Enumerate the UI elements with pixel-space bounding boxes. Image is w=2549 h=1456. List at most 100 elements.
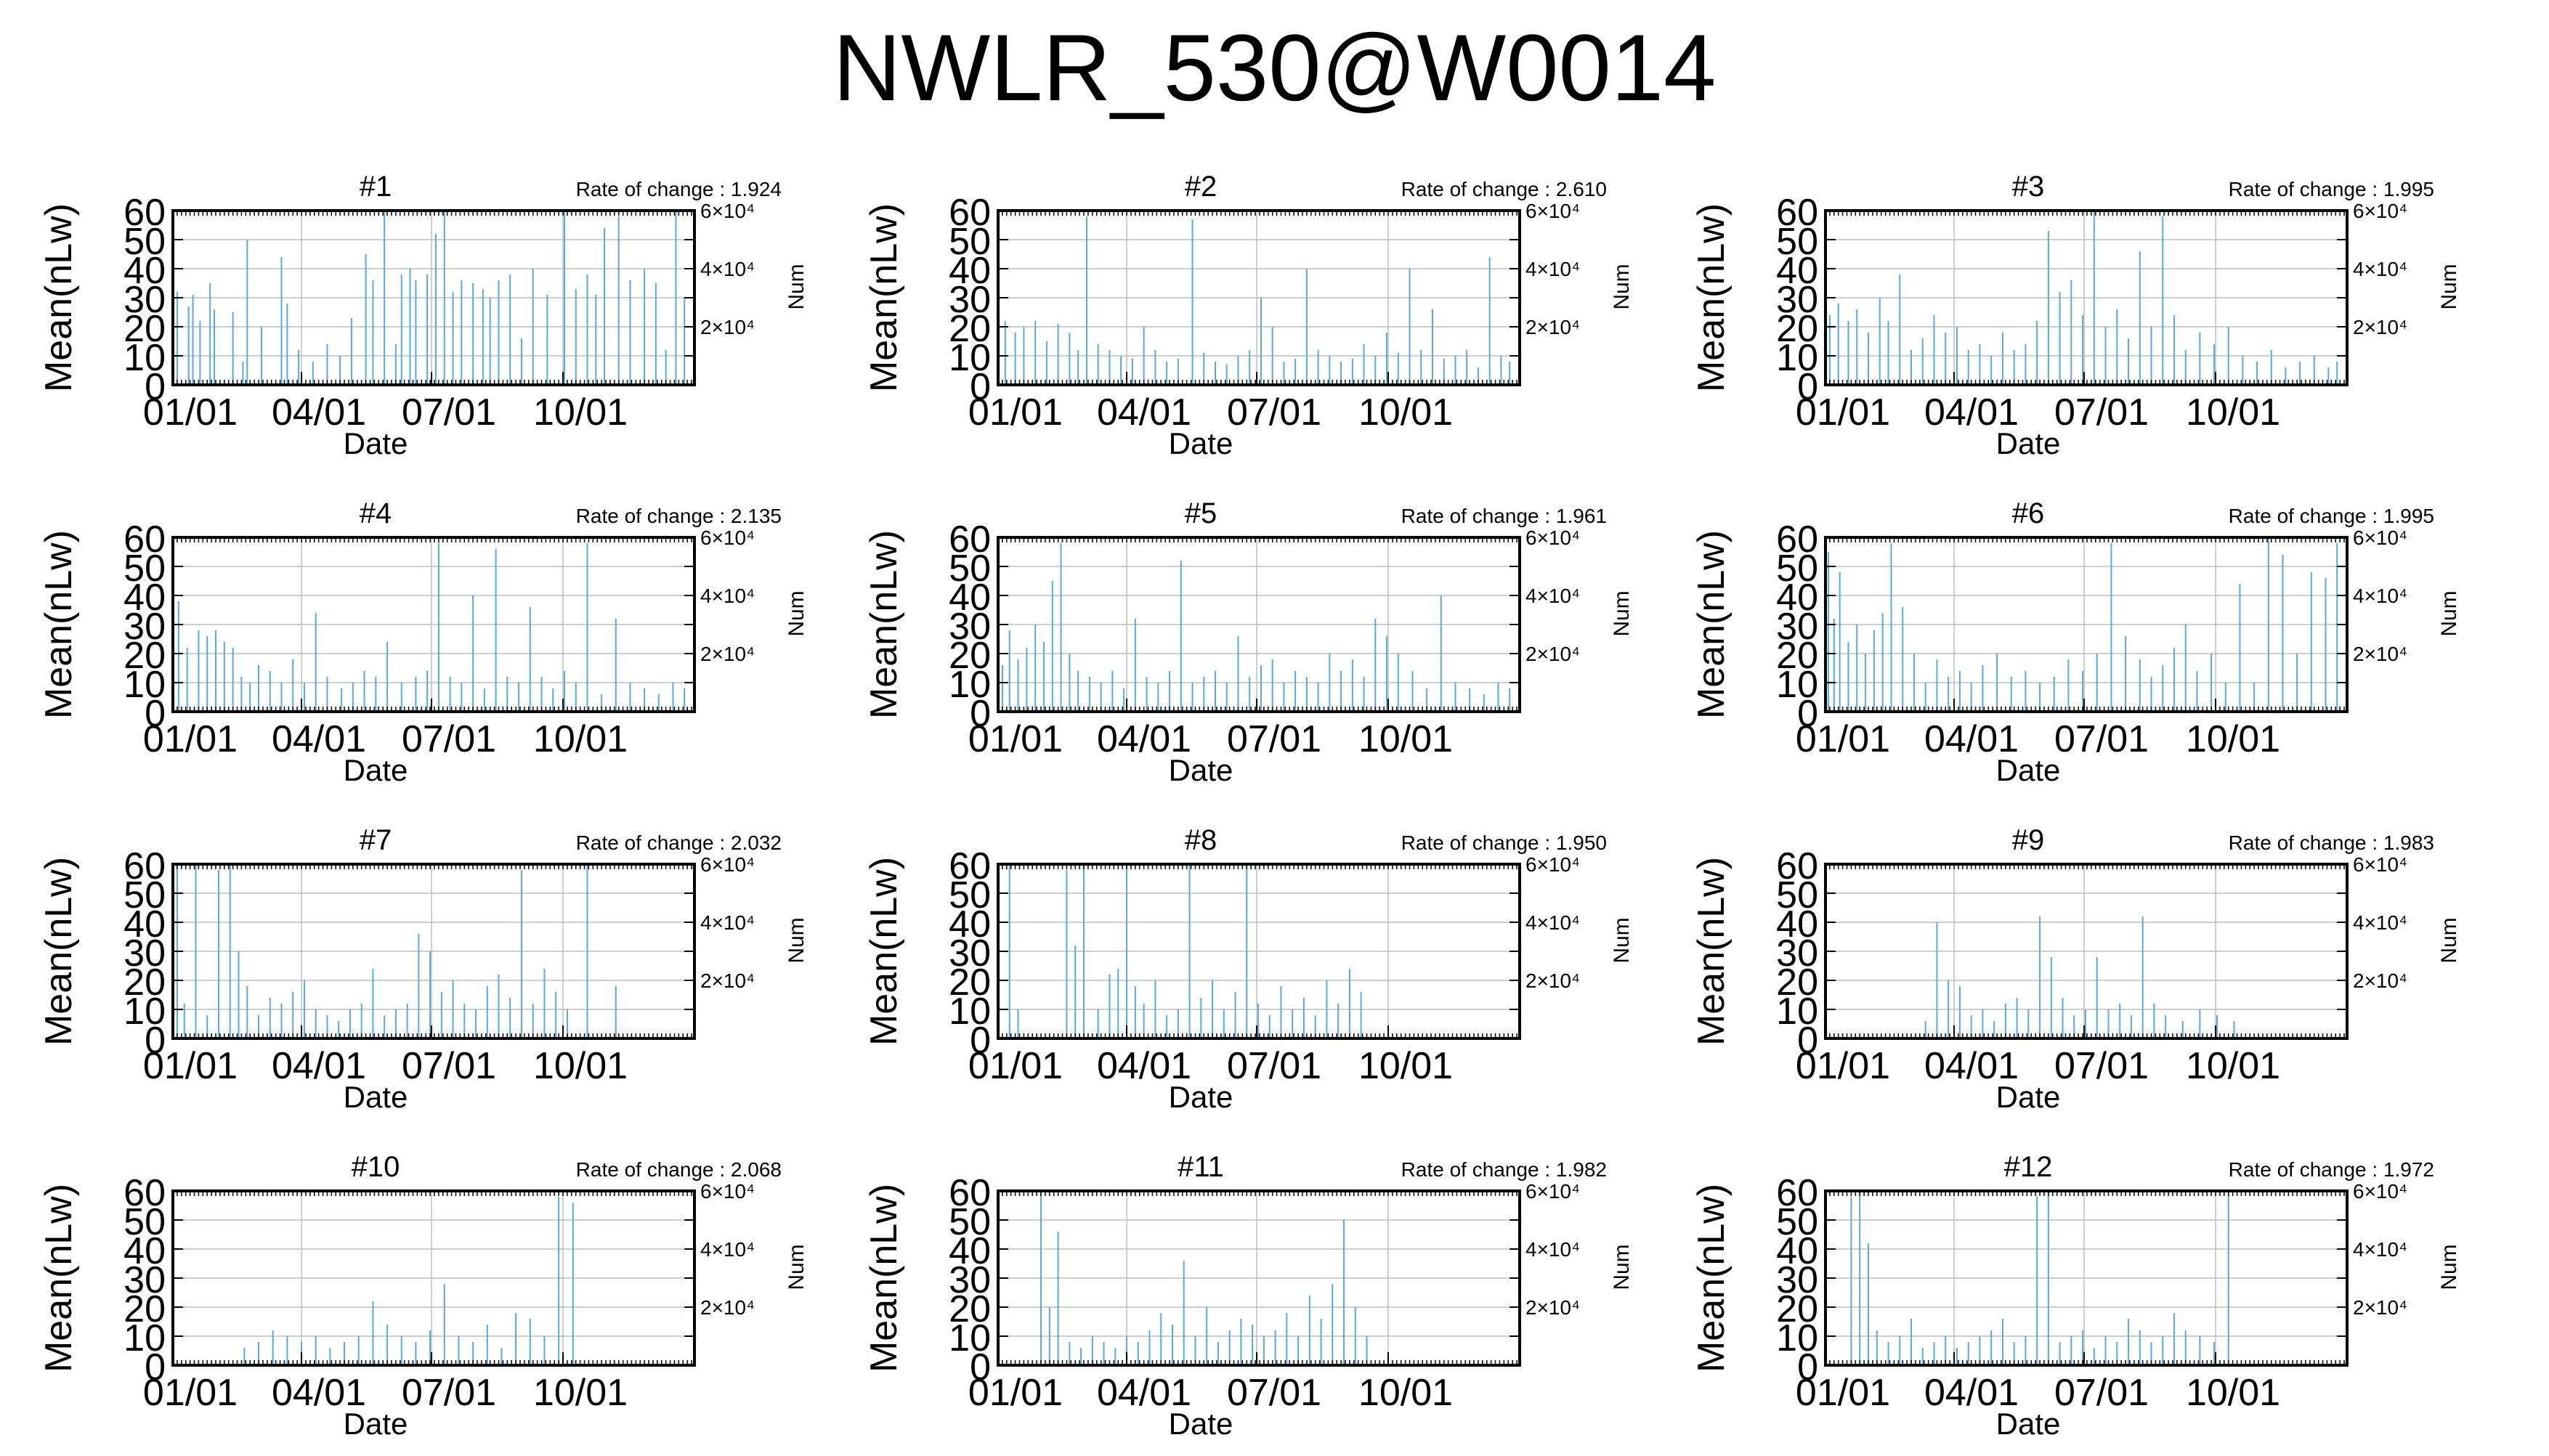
y2-axis-label: Num: [785, 917, 809, 963]
x-tick-label: 04/01: [1097, 391, 1191, 434]
y-tick-label: 10: [949, 1317, 991, 1359]
y-tick-label: 20: [949, 1288, 991, 1330]
y2-tick-label: 6×10⁴: [2353, 200, 2407, 222]
y-tick-label: 40: [123, 250, 166, 292]
panel-title: #2: [1185, 171, 1217, 203]
rate-of-change-label: Rate of change : 1.982: [1401, 1158, 1607, 1181]
x-tick-label: 04/01: [272, 1045, 366, 1087]
y-tick-label: 60: [949, 1172, 991, 1214]
y2-tick-label: 2×10⁴: [700, 643, 755, 665]
x-tick-label: 07/01: [2054, 391, 2149, 434]
y2-tick-label: 4×10⁴: [2353, 1238, 2407, 1261]
y-tick-label: 50: [123, 874, 166, 916]
y-tick-label: 40: [949, 1230, 991, 1272]
y-tick-label: 10: [949, 664, 991, 706]
y2-tick-label: 4×10⁴: [700, 1238, 755, 1261]
y-tick-label: 40: [949, 903, 991, 945]
y-tick-label: 30: [1776, 1259, 1818, 1301]
x-axis-label: Date: [1996, 426, 2061, 460]
x-tick-label: 07/01: [2054, 718, 2149, 760]
y-axis-label: Mean(nLw): [863, 1184, 905, 1372]
panel-title: #10: [352, 1151, 400, 1183]
y-tick-label: 50: [1776, 874, 1818, 916]
x-tick-label: 07/01: [402, 1045, 496, 1087]
rate-of-change-label: Rate of change : 1.995: [2229, 505, 2434, 527]
y-tick-label: 60: [1776, 845, 1818, 887]
x-tick-label: 04/01: [272, 718, 366, 760]
y2-tick-label: 4×10⁴: [700, 911, 755, 934]
x-axis-label: Date: [1169, 1407, 1233, 1441]
rate-of-change-label: Rate of change : 1.924: [576, 178, 782, 200]
y2-tick-label: 2×10⁴: [700, 1296, 755, 1319]
y-tick-label: 50: [949, 1201, 991, 1243]
y2-axis-label: Num: [2437, 590, 2461, 636]
panel-title: #5: [1185, 497, 1217, 529]
y-tick-label: 0: [1797, 1346, 1818, 1388]
y2-tick-label: 2×10⁴: [1525, 316, 1580, 338]
y-tick-label: 0: [145, 1346, 166, 1388]
y-tick-label: 10: [1776, 991, 1818, 1033]
y-axis-label: Mean(nLw): [863, 857, 905, 1046]
y-tick-label: 30: [1776, 932, 1818, 975]
y-tick-label: 30: [1776, 606, 1818, 648]
x-tick-label: 04/01: [1924, 1372, 2019, 1414]
x-axis-label: Date: [1996, 753, 2061, 787]
y-tick-label: 20: [1776, 961, 1818, 1004]
x-tick-label: 10/01: [1358, 718, 1453, 760]
x-tick-label: 04/01: [1924, 391, 2019, 434]
x-tick-label: 10/01: [2186, 1045, 2280, 1087]
y-tick-label: 50: [1776, 221, 1818, 263]
y-tick-label: 0: [145, 693, 166, 735]
panel-title: #4: [360, 497, 392, 529]
y-tick-label: 60: [1776, 518, 1818, 561]
x-tick-label: 04/01: [1097, 1045, 1191, 1087]
y-tick-label: 0: [1797, 693, 1818, 735]
y-axis-label: Mean(nLw): [863, 530, 905, 719]
x-tick-label: 04/01: [1924, 718, 2019, 760]
x-axis-label: Date: [1169, 1080, 1233, 1114]
y2-tick-label: 6×10⁴: [2353, 1180, 2407, 1203]
y-tick-label: 40: [1776, 577, 1818, 619]
y2-axis-label: Num: [1610, 1244, 1634, 1290]
x-axis-label: Date: [344, 753, 408, 787]
panel-title: #1: [360, 171, 392, 203]
y2-tick-label: 2×10⁴: [2353, 1296, 2407, 1319]
y-tick-label: 20: [123, 1288, 166, 1330]
y2-tick-label: 4×10⁴: [700, 585, 755, 607]
y-tick-label: 60: [949, 192, 991, 234]
y2-axis-label: Num: [785, 590, 809, 636]
x-tick-label: 07/01: [402, 391, 496, 434]
y-tick-label: 0: [970, 366, 991, 408]
y2-tick-label: 6×10⁴: [2353, 526, 2407, 549]
x-axis-label: Date: [1996, 1080, 2061, 1114]
panel-title: #3: [2012, 171, 2045, 203]
y-tick-label: 10: [949, 991, 991, 1033]
y2-axis-label: Num: [2437, 264, 2461, 309]
x-tick-label: 04/01: [272, 1372, 366, 1414]
y2-tick-label: 4×10⁴: [1525, 585, 1580, 607]
x-axis-label: Date: [1169, 753, 1233, 787]
y2-tick-label: 2×10⁴: [2353, 316, 2407, 338]
x-tick-label: 01/01: [143, 1372, 238, 1414]
x-tick-label: 10/01: [1358, 391, 1453, 434]
y-tick-label: 0: [970, 1346, 991, 1388]
x-tick-label: 01/01: [1796, 1372, 1890, 1414]
y-tick-label: 60: [1776, 192, 1818, 234]
y-axis-label: Mean(nLw): [1690, 530, 1733, 719]
y-tick-label: 10: [1776, 664, 1818, 706]
y2-tick-label: 4×10⁴: [2353, 258, 2407, 280]
x-tick-label: 10/01: [533, 1045, 628, 1087]
x-tick-label: 07/01: [402, 1372, 496, 1414]
y-tick-label: 60: [123, 192, 166, 234]
x-tick-label: 04/01: [1924, 1045, 2019, 1087]
y-tick-label: 20: [1776, 308, 1818, 350]
